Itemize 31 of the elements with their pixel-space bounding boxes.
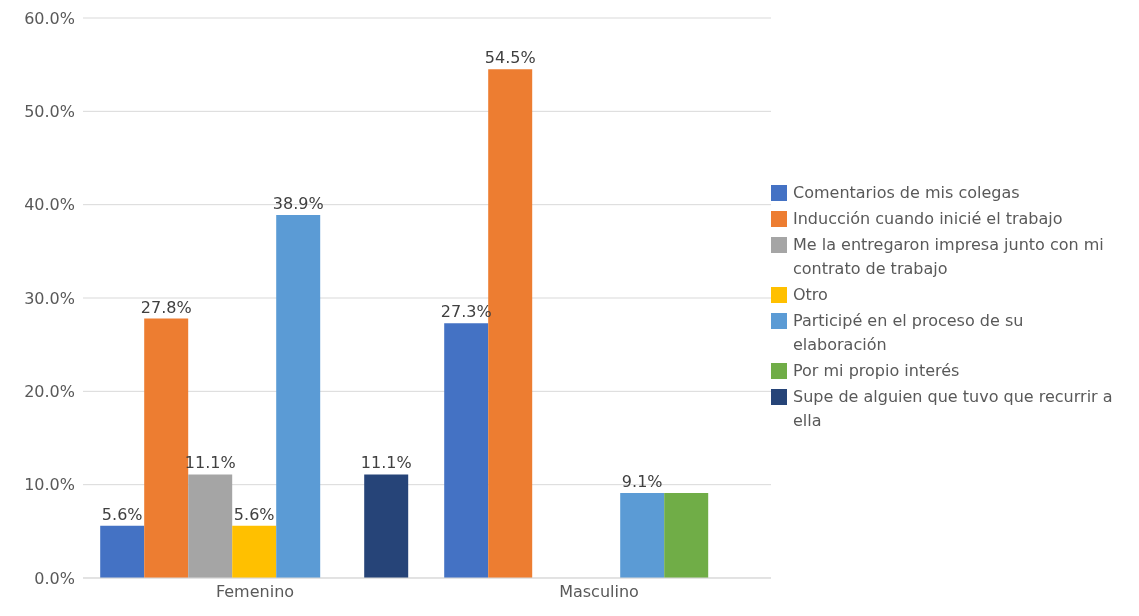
legend-label: Por mi propio interés: [793, 360, 960, 382]
legend-label: Participé en el proceso de su elaboración: [793, 310, 1025, 356]
y-tick-label: 30.0%: [24, 288, 75, 308]
x-tick-label: Femenino: [215, 582, 295, 602]
legend-label: Inducción cuando inicié el trabajo: [793, 208, 1063, 230]
bar: [620, 493, 665, 578]
bar: [276, 214, 321, 578]
data-label: 54.5%: [484, 48, 536, 68]
bar: [188, 474, 233, 578]
legend-label: Comentarios de mis colegas: [793, 182, 1020, 204]
bar: [444, 323, 489, 578]
data-label: 5.6%: [233, 504, 275, 524]
y-tick-label: 10.0%: [24, 475, 75, 495]
data-label: 11.1%: [360, 453, 412, 473]
data-label: 5.6%: [101, 504, 143, 524]
x-tick-label: Masculino: [559, 582, 639, 602]
data-label: 27.8%: [140, 297, 192, 317]
legend-label: Supe de alguien que tuvo que recurrir a ella: [793, 386, 1114, 432]
legend-label: Otro: [793, 284, 828, 306]
y-tick-label: 50.0%: [24, 102, 75, 122]
bar: [100, 525, 145, 578]
data-label: 38.9%: [272, 193, 324, 213]
bar: [232, 525, 277, 578]
bar: [664, 493, 709, 578]
bar: [364, 474, 409, 578]
y-tick-label: 0.0%: [34, 568, 75, 588]
y-tick-label: 40.0%: [24, 195, 75, 215]
legend-label: Me la entregaron impresa junto con mi contrato de trabajo: [793, 234, 1105, 280]
y-tick-label: 20.0%: [24, 382, 75, 402]
y-tick-label: 60.0%: [24, 8, 75, 28]
data-label: 9.1%: [621, 472, 663, 492]
